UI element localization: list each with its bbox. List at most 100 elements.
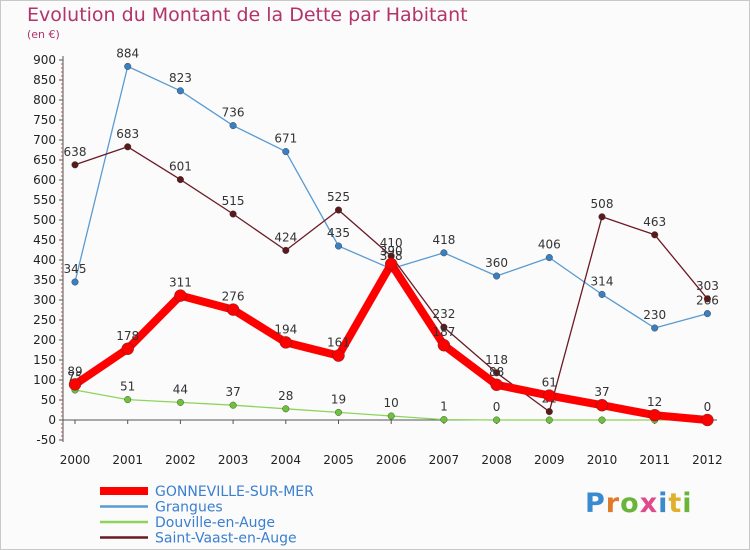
data-label: 178 [116,329,139,343]
data-point [121,342,134,355]
data-label: 10 [384,396,399,410]
y-tick-label: 700 [33,133,56,147]
legend-label: GONNEVILLE-SUR-MER [155,484,314,500]
data-point [282,405,290,413]
x-tick-label: 2012 [692,453,723,467]
data-label: 823 [169,71,192,85]
data-point [598,213,606,221]
data-label: 89 [67,364,82,378]
data-point [176,176,184,184]
y-tick-label: -50 [36,433,56,447]
data-point [229,122,237,130]
proxiti-logo: Proxiti [585,488,693,519]
data-label: 194 [274,322,297,336]
data-point [598,416,606,424]
data-label: 435 [327,226,350,240]
data-point [490,378,503,391]
data-point [651,324,659,332]
data-point [335,408,343,416]
data-point [545,408,553,416]
data-label: 463 [643,215,666,229]
data-point [387,412,395,420]
data-point [493,416,501,424]
data-point [385,257,398,271]
x-tick-label: 2003 [218,453,249,467]
data-label: 410 [380,236,403,250]
data-label: 360 [485,256,508,270]
data-point [437,339,451,352]
unit-label: (en €) [27,28,60,41]
data-point [703,310,711,318]
data-label: 51 [120,380,135,394]
data-label: 418 [432,233,455,247]
data-label: 1 [440,400,448,414]
data-point [335,242,343,250]
data-label: 314 [591,274,614,288]
data-point [282,246,290,254]
data-point [598,290,606,298]
data-point [651,231,659,239]
y-tick-label: 150 [33,353,56,367]
y-tick-label: 250 [33,313,56,327]
data-label: 0 [704,400,712,414]
data-label: 736 [222,106,245,120]
x-tick-label: 2010 [587,453,618,467]
data-label: 406 [538,238,561,252]
y-tick-label: 50 [41,393,56,407]
x-tick-label: 2001 [112,453,143,467]
data-point [229,210,237,218]
data-label: 345 [64,262,87,276]
x-tick-label: 2002 [165,453,196,467]
y-tick-label: 450 [33,233,56,247]
data-label: 37 [594,385,609,399]
data-label: 0 [493,400,501,414]
data-point [440,323,448,331]
data-point [545,416,553,424]
data-label: 12 [647,395,662,409]
data-point [279,336,292,349]
x-tick-label: 2000 [60,453,91,467]
legend-label: Saint-Vaast-en-Auge [155,531,297,547]
data-point [124,143,132,151]
chart-title: Evolution du Montant de la Dette par Hab… [27,4,468,26]
data-point [440,416,448,424]
data-point [71,278,79,286]
data-label: 276 [222,290,245,304]
legend-label: Douville-en-Auge [155,515,275,531]
y-tick-label: 500 [33,213,56,227]
data-point [68,378,82,391]
data-label: 525 [327,190,350,204]
data-label: 118 [485,353,508,367]
data-point [493,369,501,377]
y-tick-label: 100 [33,373,56,387]
data-label: 28 [278,389,293,403]
data-label: 671 [274,132,297,146]
data-point [174,289,187,302]
data-label: 230 [643,308,666,322]
y-tick-label: 850 [33,73,56,87]
data-point [335,206,343,214]
data-point [493,272,501,280]
data-label: 232 [432,307,455,321]
x-tick-label: 2004 [271,453,302,467]
data-point [176,398,184,406]
data-point [71,161,79,169]
data-label: 638 [64,145,87,159]
data-label: 424 [274,230,297,244]
data-point [176,87,184,95]
data-point [124,62,132,70]
data-label: 161 [327,336,350,350]
x-tick-label: 2006 [376,453,407,467]
legend-label: Grangues [155,500,223,516]
x-tick-label: 2005 [323,453,354,467]
y-tick-label: 0 [48,413,56,427]
data-label: 88 [489,365,504,379]
data-point [440,249,448,257]
y-tick-label: 350 [33,273,56,287]
x-tick-label: 2008 [481,453,512,467]
y-tick-label: 750 [33,113,56,127]
y-tick-label: 200 [33,333,56,347]
data-point [648,409,661,422]
y-tick-label: 600 [33,173,56,187]
data-point [543,389,556,402]
